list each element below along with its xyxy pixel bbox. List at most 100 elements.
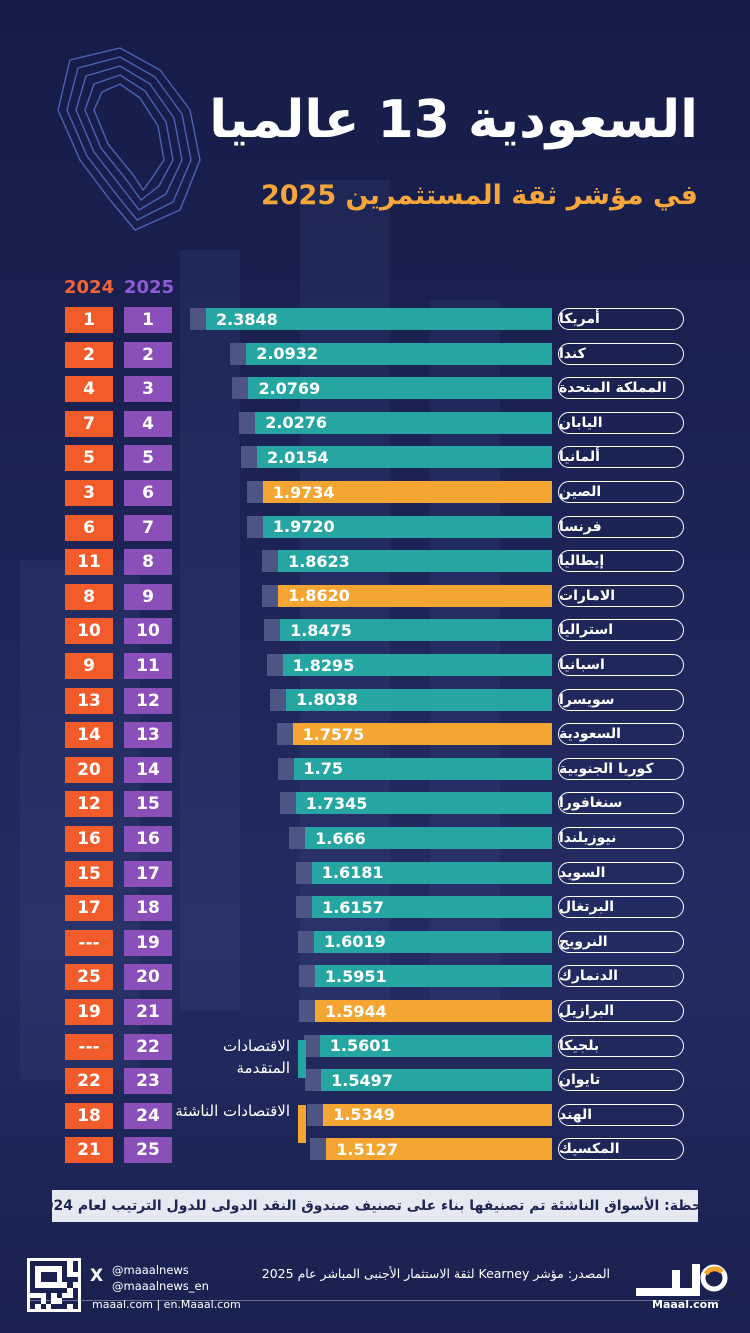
qr-module bbox=[35, 1266, 41, 1272]
qr-module bbox=[56, 1287, 62, 1293]
qr-module bbox=[56, 1293, 62, 1299]
bar-24 bbox=[323, 1103, 552, 1126]
bar-shadow bbox=[307, 1103, 324, 1126]
bar-shadow bbox=[303, 1034, 320, 1057]
rank-2025: 17 bbox=[124, 860, 172, 887]
qr-module bbox=[56, 1282, 62, 1288]
qr-module bbox=[35, 1271, 41, 1277]
bar-shadow bbox=[240, 446, 257, 469]
bar-value-label: 1.75 bbox=[303, 759, 344, 779]
qr-module bbox=[40, 1261, 46, 1267]
qr-module bbox=[62, 1266, 68, 1272]
bar-1 bbox=[206, 308, 552, 330]
social-handle-en[interactable]: @maaalnews_en bbox=[112, 1279, 209, 1294]
qr-module bbox=[56, 1303, 62, 1309]
bar-shadow bbox=[305, 1069, 322, 1092]
logo-text[interactable]: Maaal.com bbox=[652, 1298, 719, 1311]
bar-19 bbox=[313, 930, 552, 953]
qr-module bbox=[67, 1271, 73, 1277]
qr-module bbox=[46, 1293, 52, 1299]
rank-2024: 14 bbox=[65, 722, 113, 749]
qr-module bbox=[56, 1261, 62, 1267]
bar-value-label: 1.9720 bbox=[272, 517, 335, 537]
bar-shadow bbox=[264, 619, 281, 642]
footnote: ملاحظة: الأسواق الناشئة تم تصنيفها بناء … bbox=[29, 1190, 721, 1222]
rank-2025: 19 bbox=[124, 929, 172, 956]
country-label: المكسيك bbox=[558, 1138, 684, 1161]
qr-module bbox=[51, 1287, 57, 1293]
qr-module bbox=[72, 1303, 78, 1309]
bar-11 bbox=[282, 654, 552, 676]
column-header-2025: 2025 bbox=[124, 277, 175, 298]
bar-value-label: 1.8623 bbox=[288, 551, 350, 571]
qr-module bbox=[35, 1282, 41, 1288]
bar-value-label: 1.5127 bbox=[336, 1139, 399, 1159]
rank-2025: 15 bbox=[124, 791, 172, 818]
rank-2025: 18 bbox=[124, 895, 172, 922]
saudi-map-icon bbox=[57, 47, 201, 231]
qr-module bbox=[46, 1261, 52, 1267]
bar-7 bbox=[262, 515, 552, 538]
bar-value-label: 1.7345 bbox=[305, 793, 368, 813]
country-label: السويد bbox=[558, 861, 684, 884]
bar-20 bbox=[314, 965, 552, 988]
qr-module bbox=[72, 1261, 78, 1267]
bar-12 bbox=[286, 688, 552, 711]
qr-module bbox=[30, 1282, 36, 1288]
qr-module bbox=[56, 1298, 62, 1304]
qr-module bbox=[62, 1303, 68, 1309]
rank-2025: 16 bbox=[124, 826, 172, 852]
legend-advanced-label: الاقتصادات المتقدمة bbox=[223, 1037, 290, 1077]
qr-module bbox=[46, 1298, 52, 1304]
bar-value-label: 1.5601 bbox=[329, 1036, 392, 1056]
qr-module bbox=[46, 1271, 52, 1277]
rank-2024: 17 bbox=[65, 895, 113, 922]
rank-2024: 22 bbox=[65, 1068, 113, 1095]
rank-2025: 25 bbox=[124, 1137, 172, 1164]
legend-emerging-swatch bbox=[298, 1105, 306, 1143]
bar-value-label: 1.6157 bbox=[322, 897, 384, 917]
bar-value-label: 1.6019 bbox=[323, 932, 386, 952]
country-label: اليابان bbox=[558, 411, 684, 434]
qr-module bbox=[40, 1277, 46, 1283]
qr-code-icon[interactable] bbox=[27, 1258, 81, 1312]
rank-2025: 1 bbox=[124, 307, 172, 333]
qr-module bbox=[40, 1287, 46, 1293]
rank-2024: 13 bbox=[65, 687, 113, 714]
social-handle-ar[interactable]: @maaalnews bbox=[112, 1263, 189, 1277]
column-header-2024: 2024 bbox=[64, 277, 115, 298]
rank-2025: 20 bbox=[124, 964, 172, 991]
country-label: سويسرا bbox=[558, 688, 684, 711]
bar-18 bbox=[312, 896, 552, 919]
bar-shadow bbox=[230, 342, 247, 365]
bar-shadow bbox=[232, 377, 249, 400]
qr-module bbox=[56, 1266, 62, 1272]
bar-shadow bbox=[310, 1138, 327, 1161]
country-label: المملكة المتحدة bbox=[558, 377, 684, 400]
qr-module bbox=[46, 1303, 52, 1309]
bar-shadow bbox=[297, 930, 314, 953]
legend-emerging-label: الاقتصادات الناشئة bbox=[175, 1102, 290, 1120]
rank-2024: 6 bbox=[65, 514, 113, 541]
qr-module bbox=[62, 1293, 68, 1299]
rank-2024: 5 bbox=[65, 445, 113, 472]
country-label: فرنسا bbox=[558, 515, 684, 538]
bar-value-label: 1.8620 bbox=[288, 586, 350, 606]
qr-module bbox=[72, 1287, 78, 1293]
rank-2025: 2 bbox=[124, 341, 172, 368]
qr-module bbox=[72, 1282, 78, 1288]
qr-module bbox=[62, 1287, 68, 1293]
country-label: أمريكا bbox=[558, 308, 684, 330]
qr-module bbox=[35, 1277, 41, 1283]
bar-shadow bbox=[296, 896, 313, 919]
qr-module bbox=[30, 1271, 36, 1277]
bar-3 bbox=[248, 377, 552, 400]
country-label: سنغافورا bbox=[558, 792, 684, 815]
qr-module bbox=[67, 1287, 73, 1293]
qr-module bbox=[62, 1282, 68, 1288]
qr-module bbox=[40, 1293, 46, 1299]
qr-module bbox=[51, 1266, 57, 1272]
rank-2025: 6 bbox=[124, 480, 172, 506]
website-links[interactable]: maaal.com | en.Maaal.com bbox=[92, 1298, 241, 1311]
